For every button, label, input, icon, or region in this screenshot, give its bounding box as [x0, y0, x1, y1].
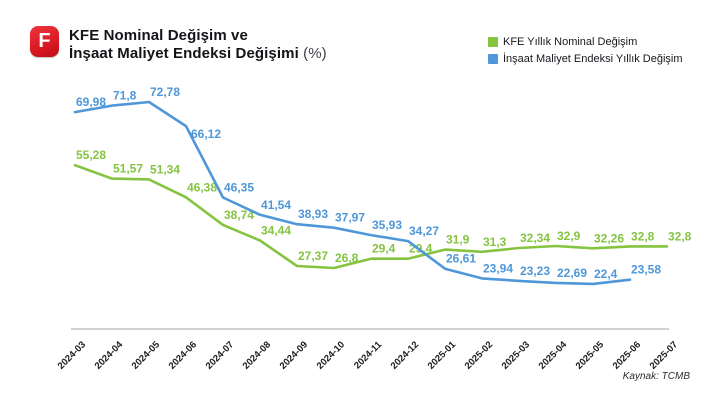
data-label-insaat-maliyet: 26,61 — [446, 252, 476, 266]
data-label-insaat-maliyet: 22,69 — [557, 266, 587, 280]
x-tick-label: 2024-04 — [93, 339, 126, 372]
data-label-insaat-maliyet: 46,35 — [224, 181, 254, 195]
data-label-kfe: 29,4 — [372, 242, 396, 256]
source-note: Kaynak: TCMB — [622, 371, 690, 382]
title-line-1: KFE Nominal Değişim ve — [69, 27, 248, 44]
data-label-insaat-maliyet: 22,4 — [594, 267, 618, 281]
data-label-kfe: 46,38 — [187, 180, 217, 194]
data-label-insaat-maliyet: 38,93 — [298, 207, 328, 221]
data-label-kfe: 34,44 — [261, 224, 291, 238]
x-tick-label: 2024-07 — [204, 339, 236, 371]
x-tick-label: 2025-07 — [648, 339, 680, 371]
x-tick-label: 2024-05 — [130, 339, 163, 372]
page-title: KFE Nominal Değişim ve İnşaat Maliyet En… — [69, 26, 327, 62]
title-unit: (%) — [303, 44, 327, 62]
data-label-insaat-maliyet: 23,58 — [631, 263, 661, 277]
x-tick-label: 2025-05 — [574, 339, 607, 372]
x-tick-label: 2024-06 — [167, 339, 199, 371]
legend-item-kfe: KFE Yıllık Nominal Değişim — [488, 33, 683, 50]
data-label-insaat-maliyet: 41,54 — [261, 198, 291, 212]
data-label-insaat-maliyet: 72,78 — [150, 85, 180, 99]
data-label-insaat-maliyet: 34,27 — [409, 224, 439, 238]
data-label-insaat-maliyet: 23,23 — [520, 264, 550, 278]
data-label-kfe: 51,57 — [113, 162, 143, 176]
header: F KFE Nominal Değişim ve İnşaat Maliyet … — [30, 26, 327, 62]
legend-label-kfe: KFE Yıllık Nominal Değişim — [503, 35, 638, 48]
legend-swatch-green — [488, 36, 498, 47]
data-label-kfe: 51,34 — [150, 162, 180, 176]
x-tick-label: 2025-03 — [500, 339, 532, 371]
x-tick-label: 2025-02 — [463, 339, 495, 371]
data-label-kfe: 26,8 — [335, 251, 359, 265]
brand-logo-icon: F — [30, 26, 59, 57]
legend-label-insaat: İnşaat Maliyet Endeksi Yıllık Değişim — [503, 52, 683, 65]
x-tick-label: 2025-01 — [426, 339, 459, 372]
x-tick-label: 2025-06 — [611, 339, 643, 371]
x-tick-label: 2024-09 — [278, 339, 310, 371]
data-label-kfe: 38,74 — [224, 208, 254, 222]
data-label-insaat-maliyet: 69,98 — [76, 95, 106, 109]
x-tick-label: 2024-08 — [241, 339, 273, 371]
data-label-kfe: 55,28 — [76, 148, 106, 162]
data-label-insaat-maliyet: 66,12 — [191, 127, 221, 141]
data-label-kfe: 32,9 — [557, 229, 581, 243]
x-tick-label: 2025-04 — [537, 339, 570, 372]
title-line-2: İnşaat Maliyet Endeksi Değişimi — [69, 44, 299, 62]
data-label-insaat-maliyet: 35,93 — [372, 218, 402, 232]
series-line-kfe — [73, 163, 669, 270]
data-label-kfe: 27,37 — [298, 249, 328, 263]
x-tick-label: 2024-10 — [315, 339, 347, 371]
data-label-kfe: 32,8 — [668, 229, 692, 243]
data-label-kfe: 32,8 — [631, 229, 655, 243]
data-label-insaat-maliyet: 23,94 — [483, 261, 513, 275]
data-label-insaat-maliyet: 71,8 — [113, 89, 137, 103]
x-tick-label: 2024-12 — [389, 339, 421, 371]
brand-logo-letter: F — [38, 30, 51, 52]
chart-legend: KFE Yıllık Nominal Değişim İnşaat Maliye… — [488, 33, 683, 67]
x-tick-label: 2024-11 — [352, 339, 385, 372]
data-label-kfe: 32,26 — [594, 231, 624, 245]
data-label-kfe: 32,34 — [520, 231, 550, 245]
series-line-insaat-maliyet — [73, 100, 632, 286]
data-label-insaat-maliyet: 37,97 — [335, 211, 365, 225]
data-label-kfe: 31,3 — [483, 235, 507, 249]
x-tick-label: 2024-03 — [56, 339, 88, 371]
legend-item-insaat: İnşaat Maliyet Endeksi Yıllık Değişim — [488, 50, 683, 67]
legend-swatch-blue — [488, 53, 498, 64]
data-label-kfe: 31,9 — [446, 233, 470, 247]
